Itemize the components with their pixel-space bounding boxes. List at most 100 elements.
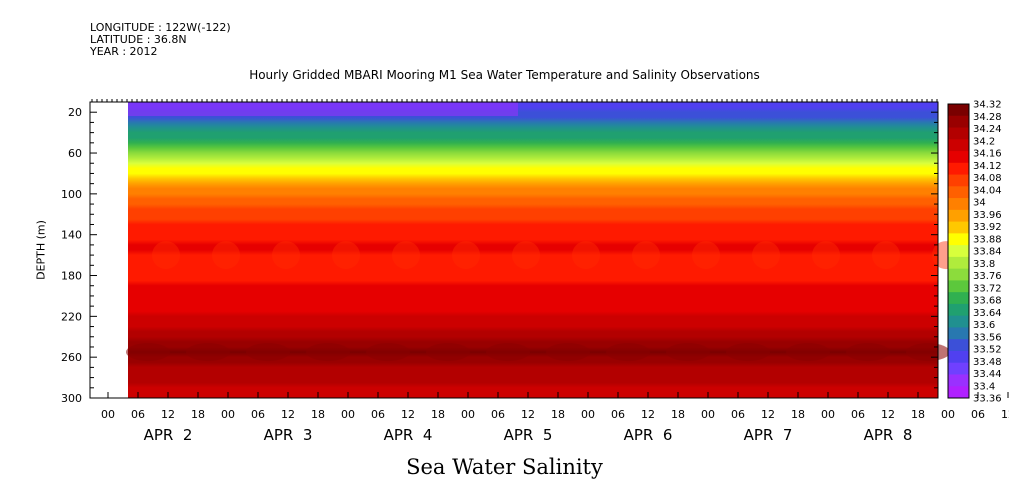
plot-area <box>89 101 960 399</box>
x-hour-label: 00 <box>581 408 595 421</box>
y-tick-label: 100 <box>61 188 82 201</box>
salinity-patch <box>152 241 180 270</box>
colorbar-label: 33.96 <box>973 210 1002 221</box>
longitude-label: LONGITUDE : 122W(-122) <box>90 21 231 34</box>
x-hour-label: 06 <box>131 408 145 421</box>
colorbar-label: 33.44 <box>973 369 1002 380</box>
colorbar-label: 34.2 <box>973 136 995 147</box>
salinity-max-patch <box>546 343 590 362</box>
y-tick-label: 180 <box>61 270 82 283</box>
y-tick-label: 260 <box>61 351 82 364</box>
colorbar-label: 34.16 <box>973 149 1002 160</box>
x-date-label: APR 4 <box>384 426 433 444</box>
x-date-label: APR 8 <box>864 426 913 444</box>
x-hour-label: 12 <box>161 408 175 421</box>
colorbar-swatch <box>948 350 969 364</box>
colorbar-label: 33.76 <box>973 271 1002 282</box>
colorbar-label: 34 <box>973 198 986 209</box>
x-hour-label: 06 <box>251 408 265 421</box>
colorbar-label: 33.88 <box>973 234 1002 245</box>
x-hour-label: 06 <box>611 408 625 421</box>
colorbar-swatch <box>948 339 969 352</box>
colorbar-label: 33.52 <box>973 345 1002 356</box>
colorbar-swatch <box>948 386 969 399</box>
x-hour-label: 06 <box>491 408 505 421</box>
colorbar-swatch <box>948 374 969 387</box>
colorbar-swatch <box>948 327 969 340</box>
colorbar-swatch <box>948 256 969 270</box>
x-hour-label: 18 <box>791 408 805 421</box>
colorbar-label: 33.36 <box>973 394 1002 405</box>
x-hour-label: 06 <box>731 408 745 421</box>
y-tick-label: 220 <box>61 310 82 323</box>
colorbar-label: 34.24 <box>973 124 1002 135</box>
x-hour-label: 18 <box>671 408 685 421</box>
colorbar-swatch <box>948 303 969 317</box>
y-tick-label: 140 <box>61 229 82 242</box>
salinity-patch <box>812 241 840 270</box>
salinity-patch <box>752 241 780 270</box>
x-hour-label: 06 <box>971 408 985 421</box>
colorbar-label: 33.92 <box>973 222 1002 233</box>
plot-frame <box>89 101 939 399</box>
salinity-max-patch <box>906 343 950 362</box>
salinity-patch <box>872 241 900 270</box>
latitude-label: LATITUDE : 36.8N <box>90 33 187 46</box>
salinity-max-patch <box>726 343 770 362</box>
colorbar-label: 33.48 <box>973 357 1002 368</box>
colorbar-swatch <box>948 186 969 199</box>
x-hour-label: 18 <box>431 408 445 421</box>
colorbar-swatch <box>948 233 969 246</box>
colorbar-label: 33.4 <box>973 381 995 392</box>
colorbar-frame <box>947 103 970 399</box>
colorbar-label: 34.04 <box>973 185 1002 196</box>
colorbar-swatch <box>948 268 969 281</box>
colorbar-swatch <box>948 292 969 305</box>
colorbar-label: 33.8 <box>973 259 995 270</box>
x-hour-label: 12 <box>281 408 295 421</box>
salinity-max-patch <box>786 343 830 362</box>
salinity-max-patch <box>606 343 650 362</box>
y-axis: 20 60 100 140 180 220 260 300 <box>61 101 938 405</box>
variable-title: Sea Water Salinity <box>406 455 603 479</box>
colorbar-label: 34.32 <box>973 100 1002 111</box>
colorbar-swatch <box>948 162 969 176</box>
x-hour-label: 18 <box>311 408 325 421</box>
x-hour-label: 18 <box>911 408 925 421</box>
colorbar-label: 33.72 <box>973 283 1002 294</box>
x-hour-label: 06 <box>851 408 865 421</box>
x-hour-label: 00 <box>821 408 835 421</box>
x-axis: 00 06 12 18 00 06 12 18 00 06 12 18 00 06 12 18 00 06 12 18… <box>91 99 1009 444</box>
colorbar-label: 33.56 <box>973 332 1002 343</box>
x-date-label: APR 7 <box>744 426 793 444</box>
year-label: YEAR : 2012 <box>90 45 158 58</box>
salinity-max-patch <box>126 343 170 362</box>
salinity-patch <box>332 241 360 270</box>
salinity-patch <box>452 241 480 270</box>
x-date-label: APR 5 <box>504 426 553 444</box>
y-tick-label: 300 <box>61 392 82 405</box>
salinity-max-patch <box>366 343 410 362</box>
colorbar-swatch <box>948 362 969 375</box>
surface-low-salinity <box>128 102 518 116</box>
salinity-max-patch <box>666 343 710 362</box>
salinity-patch <box>512 241 540 270</box>
x-hour-label: 12 <box>401 408 415 421</box>
salinity-patch <box>392 241 420 270</box>
x-hour-label: 12 <box>641 408 655 421</box>
x-date-label: APR 2 <box>144 426 193 444</box>
x-date-label: APR 6 <box>624 426 673 444</box>
x-hour-label: 00 <box>101 408 115 421</box>
x-hour-label: 00 <box>341 408 355 421</box>
salinity-max-patch <box>246 343 290 362</box>
y-tick-label: 60 <box>68 147 82 160</box>
x-hour-label: 06 <box>371 408 385 421</box>
colorbar-swatch <box>948 139 969 152</box>
colorbar-swatch <box>948 115 969 129</box>
colorbar-swatch <box>948 104 969 117</box>
colorbar-label: 34.28 <box>973 112 1002 123</box>
colorbar-label: 33.6 <box>973 320 995 331</box>
salinity-max-patch <box>486 343 530 362</box>
x-hour-label: 12 <box>1001 408 1009 421</box>
